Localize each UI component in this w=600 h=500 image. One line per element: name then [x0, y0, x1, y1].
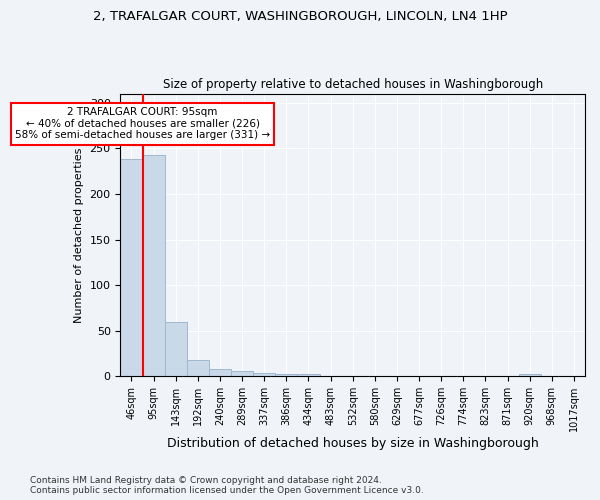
Bar — [253, 372, 275, 376]
Bar — [518, 374, 541, 376]
Bar — [209, 369, 231, 376]
Bar — [275, 374, 298, 376]
Title: Size of property relative to detached houses in Washingborough: Size of property relative to detached ho… — [163, 78, 543, 91]
Bar — [298, 374, 320, 376]
Bar — [164, 322, 187, 376]
Text: Contains HM Land Registry data © Crown copyright and database right 2024.
Contai: Contains HM Land Registry data © Crown c… — [30, 476, 424, 495]
Bar — [121, 159, 143, 376]
Bar — [231, 371, 253, 376]
Text: 2 TRAFALGAR COURT: 95sqm
← 40% of detached houses are smaller (226)
58% of semi-: 2 TRAFALGAR COURT: 95sqm ← 40% of detach… — [15, 107, 270, 140]
X-axis label: Distribution of detached houses by size in Washingborough: Distribution of detached houses by size … — [167, 437, 539, 450]
Text: 2, TRAFALGAR COURT, WASHINGBOROUGH, LINCOLN, LN4 1HP: 2, TRAFALGAR COURT, WASHINGBOROUGH, LINC… — [92, 10, 508, 23]
Bar — [187, 360, 209, 376]
Bar — [143, 154, 164, 376]
Y-axis label: Number of detached properties: Number of detached properties — [74, 148, 84, 322]
